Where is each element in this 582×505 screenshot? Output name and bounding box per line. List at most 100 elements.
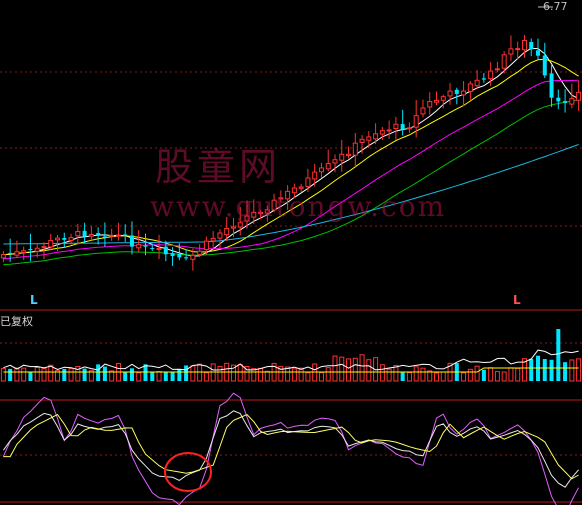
volume-bar-down — [184, 365, 189, 381]
volume-bar-up — [508, 367, 514, 382]
volume-bar-up — [291, 368, 297, 382]
candle-up — [136, 244, 142, 249]
candle-up — [55, 237, 61, 241]
volume-bar-down — [102, 366, 107, 381]
volume-bar-up — [569, 359, 575, 382]
candle-down — [96, 233, 101, 235]
candle-up — [244, 215, 250, 222]
volume-bar-up — [332, 355, 338, 382]
candle-up — [14, 251, 20, 256]
candle-up — [318, 167, 324, 173]
candle-up — [285, 190, 291, 200]
candle-up — [203, 240, 209, 251]
candle-down — [170, 253, 175, 257]
volume-bar-up — [318, 372, 324, 382]
volume-bar-down — [62, 368, 67, 381]
volume-bar-up — [55, 370, 61, 382]
volume-bar-down — [400, 372, 405, 381]
candle-down — [143, 245, 148, 247]
volume-bar-down — [163, 372, 168, 381]
candle-up — [434, 99, 439, 103]
candle-up — [217, 232, 223, 239]
volume-bar-up — [109, 370, 115, 382]
candle-up — [312, 171, 318, 180]
candle-down — [549, 73, 554, 98]
volume-bar-up — [501, 371, 507, 382]
volume-bar-up — [305, 372, 311, 382]
candle-up — [413, 115, 419, 128]
volume-bar-up — [393, 364, 399, 382]
candle-down — [454, 89, 459, 94]
volume-bar-up — [515, 367, 521, 382]
candle-up — [88, 234, 94, 237]
volume-bar-up — [413, 366, 419, 382]
candle-up — [474, 79, 480, 87]
volume-bar-down — [28, 371, 33, 381]
volume-bar-up — [21, 367, 27, 382]
candle-down — [400, 124, 405, 130]
candle-up — [264, 209, 270, 214]
volume-bar-up — [521, 358, 527, 382]
candle-up — [508, 48, 514, 55]
low-marker-right: L — [513, 293, 521, 307]
candle-up — [576, 91, 582, 101]
candle-down — [563, 101, 568, 103]
candle-up — [291, 187, 297, 194]
volume-bar-down — [170, 371, 175, 381]
ma20-line — [3, 79, 579, 260]
volume-bar-up — [366, 359, 372, 382]
candle-down — [481, 78, 486, 80]
kdj-layer — [2, 392, 580, 505]
volume-bar-up — [34, 366, 40, 382]
candle-up — [305, 177, 311, 188]
candle-up — [379, 130, 385, 135]
volume-bar-up — [230, 364, 236, 382]
candle-up — [68, 237, 74, 241]
candle-down — [556, 97, 561, 102]
candle-up — [515, 48, 521, 51]
volume-bar-down — [563, 362, 568, 381]
volume-bar-up — [467, 368, 473, 382]
j-line — [2, 392, 580, 505]
volume-bar-up — [406, 371, 412, 382]
candle-down — [536, 50, 541, 56]
volume-bar-down — [82, 368, 87, 381]
candle-down — [529, 42, 534, 50]
volume-bar-up — [298, 367, 304, 382]
candle-up — [494, 68, 500, 71]
volume-bar-down — [96, 364, 101, 381]
volume-bar-up — [197, 363, 203, 382]
volume-bar-up — [156, 371, 162, 382]
volume-bar-up — [244, 365, 250, 382]
volume-bar-up — [386, 368, 392, 382]
candle-up — [461, 90, 467, 96]
candlestick-layer — [0, 34, 582, 271]
volume-layer — [0, 329, 582, 382]
volume-bar-down — [129, 368, 134, 381]
candle-up — [109, 234, 115, 237]
candle-up — [346, 153, 352, 157]
candle-up — [488, 70, 494, 80]
volume-ma-line — [3, 367, 579, 373]
grid-layer — [0, 71, 582, 503]
highlight-circle — [164, 452, 212, 492]
volume-bar-down — [481, 369, 486, 381]
candle-up — [258, 211, 264, 214]
candle-down — [8, 252, 13, 255]
moving-average-layer — [3, 47, 579, 266]
volume-bar-up — [461, 372, 467, 382]
volume-bar-up — [339, 356, 345, 382]
candle-up — [271, 199, 277, 211]
ma5-line — [3, 47, 579, 257]
ma30-line — [3, 99, 579, 266]
candle-up — [393, 123, 399, 130]
candle-down — [129, 235, 134, 247]
volume-bar-down — [143, 364, 148, 381]
candle-down — [177, 254, 182, 258]
volume-bar-down — [8, 368, 13, 381]
volume-panel-label: 已复权 — [0, 315, 33, 328]
candle-up — [0, 254, 6, 259]
candle-down — [62, 238, 67, 240]
candle-up — [569, 98, 575, 105]
low-marker-left: L — [30, 293, 38, 307]
